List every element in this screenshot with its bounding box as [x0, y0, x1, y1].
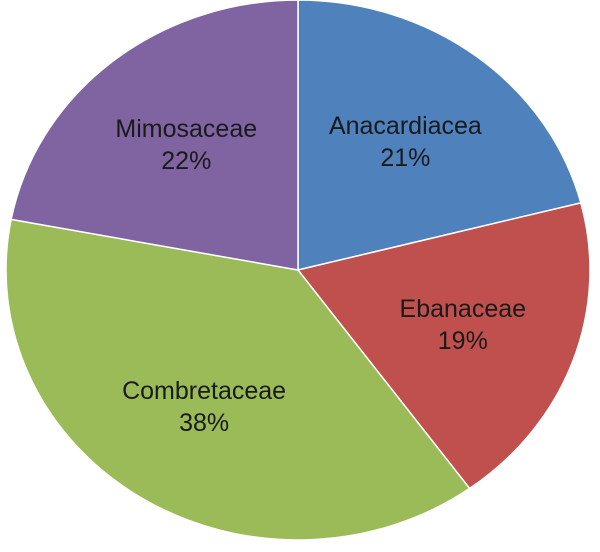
slices-layer	[5, 0, 591, 541]
pie-slice-combretaceae	[5, 218, 471, 541]
slice-label-mimosaceae: Mimosaceae	[115, 115, 257, 143]
slice-label-ebanaceae: Ebanaceae	[400, 295, 527, 323]
pie-slice-ebanaceae	[296, 201, 591, 490]
slice-label-anacardiacea: Anacardiacea	[329, 112, 482, 140]
slice-value-mimosaceae: 22%	[161, 147, 211, 175]
pie-slice-anacardiacea	[297, 0, 582, 271]
slice-value-anacardiacea: 21%	[380, 144, 430, 172]
slice-label-combretaceae: Combretaceae	[122, 377, 286, 405]
pie-slice-mimosaceae	[10, 0, 299, 271]
slice-value-combretaceae: 38%	[179, 409, 229, 437]
labels-layer: Anacardiacea 21% Ebanaceae 19% Combretaceae 3…	[115, 112, 526, 437]
slice-value-ebanaceae: 19%	[438, 327, 488, 355]
